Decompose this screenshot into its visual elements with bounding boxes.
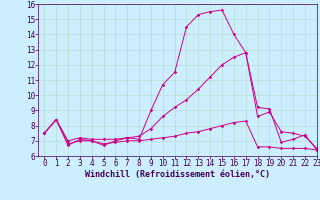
X-axis label: Windchill (Refroidissement éolien,°C): Windchill (Refroidissement éolien,°C)	[85, 170, 270, 179]
